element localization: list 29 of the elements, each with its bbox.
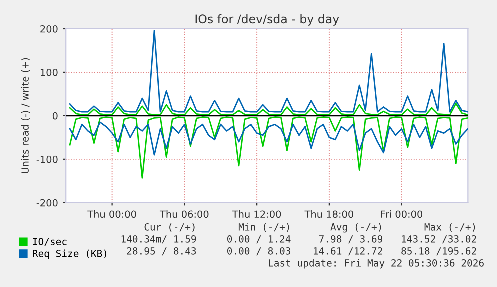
line-series <box>69 122 468 156</box>
text: 7.98 / 3.69 <box>319 235 383 244</box>
text: Min (-/+) <box>238 223 290 232</box>
text: Avg (-/+) <box>330 223 382 233</box>
y-tick-label: -200 <box>36 199 58 207</box>
text: 28.95 / 8.43 <box>127 247 196 256</box>
legend-label: IO/sec <box>33 238 67 246</box>
x-tick-label: Fri 00:00 <box>381 210 423 218</box>
x-tick-label: Thu 00:00 <box>88 210 136 218</box>
y-tick-label: 200 <box>40 25 58 33</box>
text: Last update: Fri May 22 05:30:36 2026 <box>269 259 484 269</box>
x-tick-label: Thu 18:00 <box>304 210 354 218</box>
text: 0.00 / 1.24 <box>227 235 291 244</box>
x-tick-label: Thu 06:00 <box>160 210 209 218</box>
x-tick-label: Thu 12:00 <box>232 210 282 218</box>
chart-title: IOs for /dev/sda - by day <box>196 14 340 26</box>
y-axis-title: Units read (-) / write (+) <box>21 58 30 174</box>
text: Cur (-/+) <box>144 223 195 232</box>
line-series <box>69 30 468 113</box>
y-tick-label: -100 <box>36 156 58 164</box>
text: 85.18 /195.62 <box>402 247 476 256</box>
text: 140.34m/ 1.59 <box>122 235 196 244</box>
y-tick-label: 100 <box>40 68 58 76</box>
text: 0.00 / 8.03 <box>227 247 291 256</box>
text: 143.52 /33.02 <box>402 235 476 244</box>
y-tick-label: 0 <box>52 112 58 120</box>
text: Max (-/+) <box>424 223 476 232</box>
text: 14.61 /12.72 <box>314 247 382 256</box>
legend-label: Req Size (KB) <box>33 250 106 260</box>
